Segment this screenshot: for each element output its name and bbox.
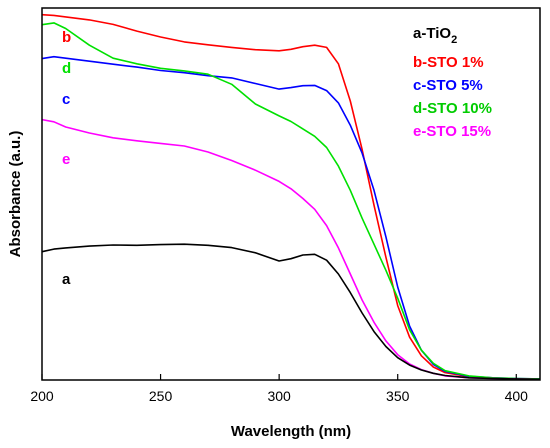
curve-label-a: a [62, 271, 71, 288]
x-axis-title: Wavelength (nm) [231, 423, 351, 440]
y-axis-title: Absorbance (a.u.) [7, 131, 24, 258]
series-line-d [41, 22, 541, 380]
series-line-c [41, 55, 541, 380]
legend-title: a-TiO2 [413, 25, 457, 46]
x-tick-label: 200 [30, 388, 54, 404]
legend: a-TiO2 b-STO 1% c-STO 5% d-STO 10% e-STO 15… [413, 25, 492, 140]
series-line-e [41, 118, 541, 381]
curve-labels-group: b cd e a [62, 29, 71, 288]
x-tick-label: 400 [505, 388, 529, 404]
x-tick-label: 350 [386, 388, 410, 404]
plot-frame [41, 7, 541, 381]
curve-label-e: e [62, 151, 70, 168]
legend-entry: d-STO 10% [413, 100, 492, 117]
curves-group [41, 13, 541, 381]
curve-label-c: c [62, 91, 70, 108]
legend-entry: e-STO 15% [413, 123, 491, 140]
legend-title-subscript: 2 [451, 34, 457, 46]
curve-label-d: d [62, 60, 71, 77]
curve-label-b: b [62, 29, 71, 46]
x-tick-label: 300 [267, 388, 291, 404]
legend-entry: c-STO 5% [413, 77, 483, 94]
x-axis-ticks: 200 250 300 350 400 [30, 374, 528, 404]
legend-entry: b-STO 1% [413, 54, 484, 71]
legend-title-main: a-TiO [413, 25, 451, 42]
series-line-b [41, 13, 541, 381]
x-tick-label: 250 [149, 388, 173, 404]
series-line-a [41, 243, 541, 381]
